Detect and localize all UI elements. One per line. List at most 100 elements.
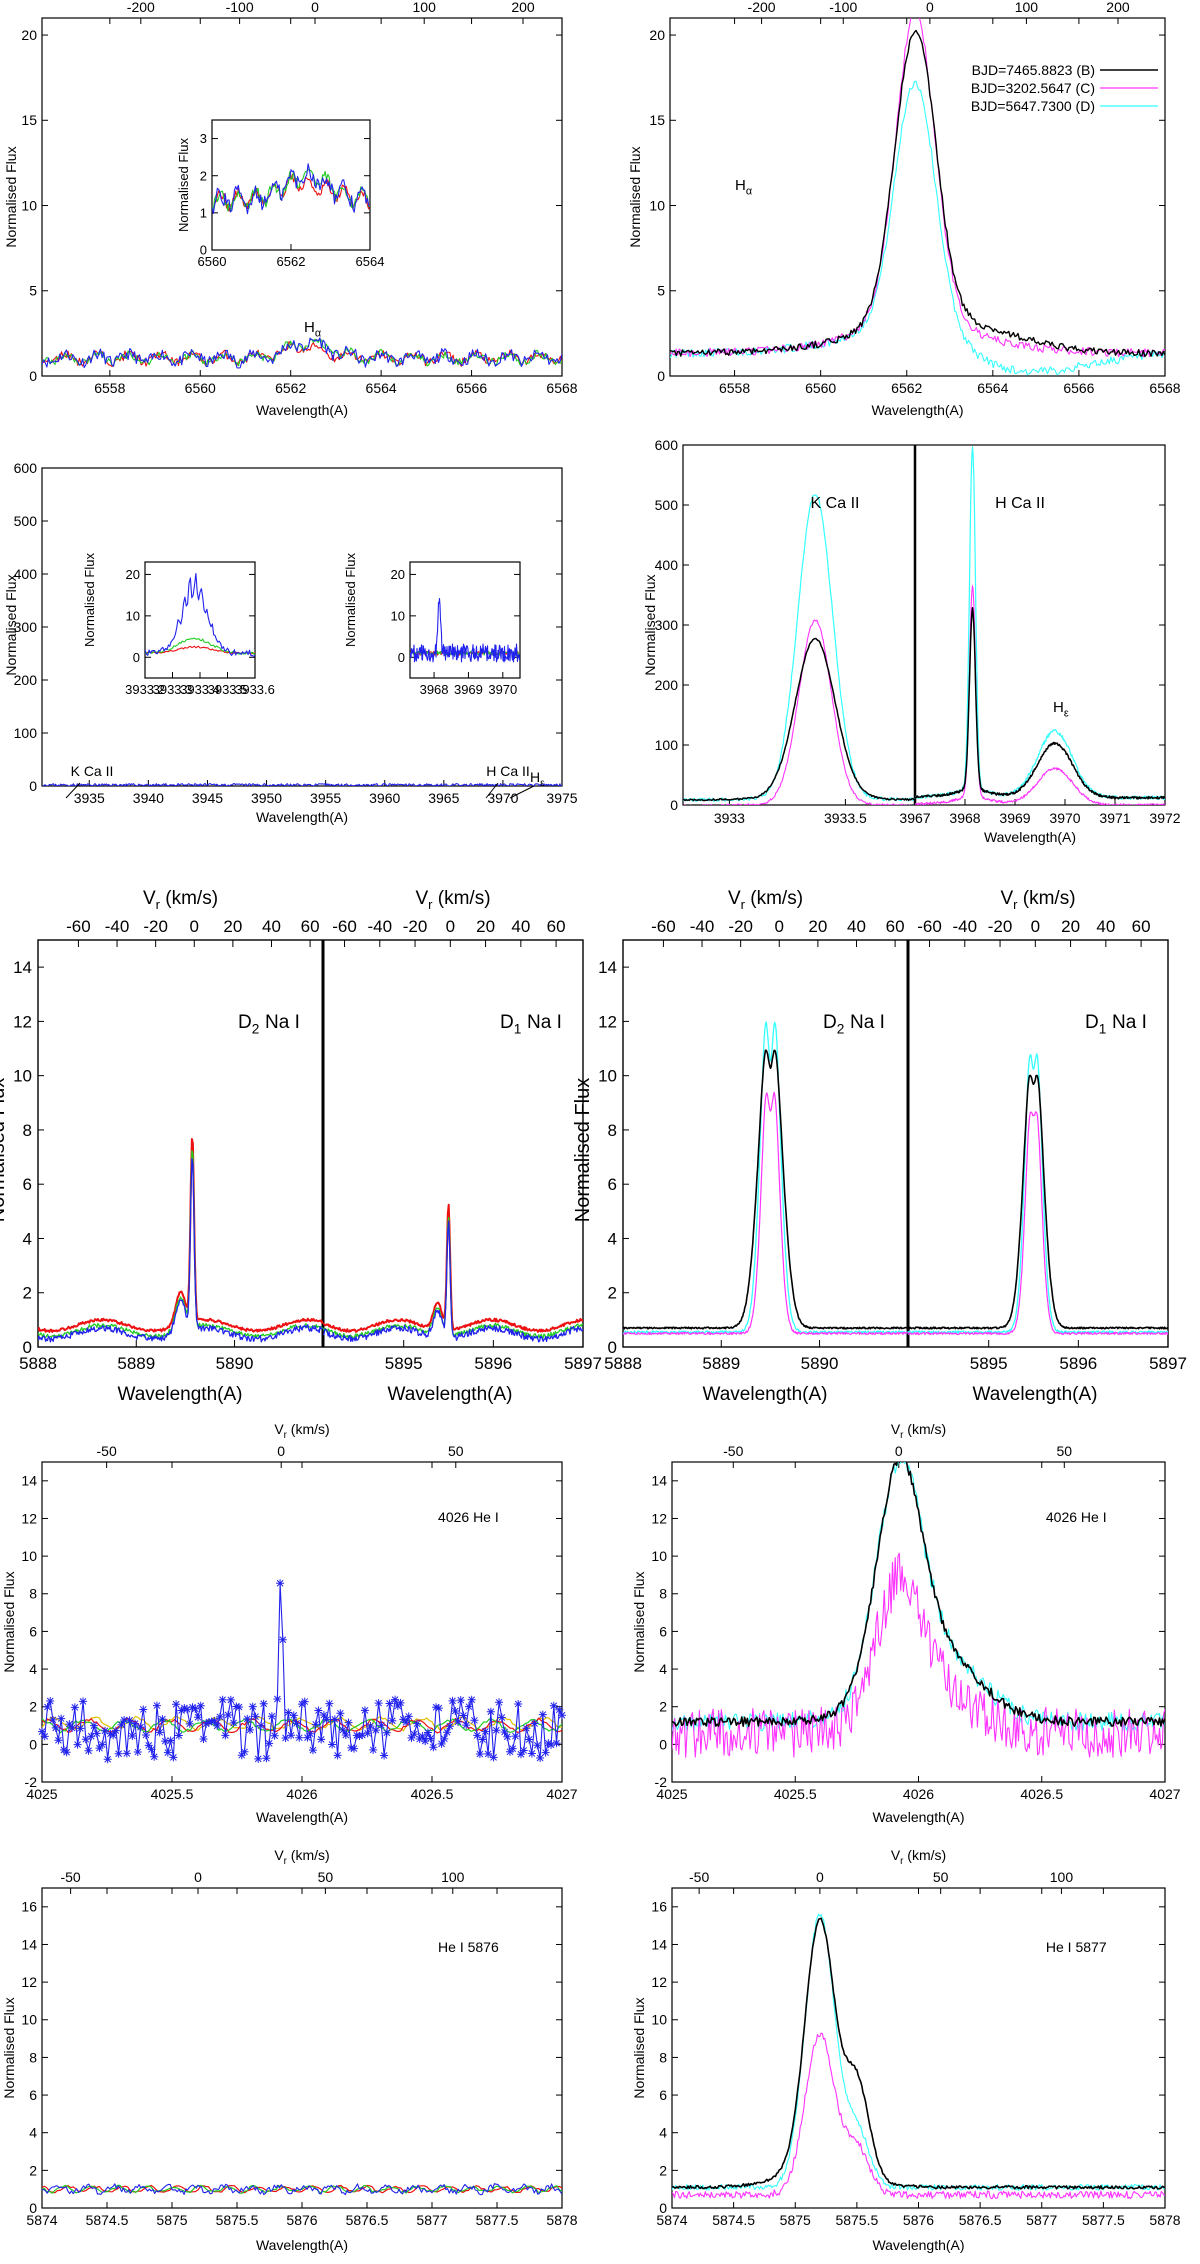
p8-xlabel: Wavelength(A) <box>872 1809 964 1825</box>
p2-top-tick-label: 0 <box>926 0 934 15</box>
p6-ytick-label: 2 <box>608 1284 617 1303</box>
p7-ytick-label: 10 <box>21 1548 37 1564</box>
p5-ylabel: Normalised Flux <box>0 1078 9 1222</box>
p9-red <box>42 2184 562 2194</box>
p8-top-tick-label: -50 <box>723 1443 743 1459</box>
p9-top-tick-label: 50 <box>318 1869 334 1885</box>
p7-top-tick-label: -50 <box>97 1443 117 1459</box>
p5-top-tick-label: 0 <box>446 917 455 936</box>
p3-inset2-blue <box>410 597 520 663</box>
p9-title: He I 5876 <box>438 1939 499 1955</box>
p7-xtick-label: 4026.5 <box>411 1786 454 1802</box>
p2-series-B <box>670 29 1165 358</box>
p2-xtick-label: 6558 <box>719 380 750 396</box>
p5-xtick-label: 5896 <box>474 1354 512 1373</box>
p5-top-tick-label: 20 <box>223 917 242 936</box>
p7-xlabel: Wavelength(A) <box>256 1809 348 1825</box>
p7-blue-marker <box>300 1697 309 1706</box>
p7-blue-marker <box>213 1721 222 1730</box>
p7-blue-marker <box>278 1635 287 1644</box>
p6-left-label-rest: Na I <box>850 1012 885 1033</box>
p2-top-tick-label: -100 <box>829 0 857 15</box>
p9-ylabel: Normalised Flux <box>1 1997 17 2098</box>
p7-blue-marker <box>541 1748 550 1757</box>
p8-xtick-label: 4026 <box>903 1786 934 1802</box>
p5-xlabel-left: Wavelength(A) <box>118 1384 243 1405</box>
p3-xlabel: Wavelength(A) <box>256 809 348 825</box>
p7-blue-marker <box>62 1748 71 1757</box>
p7-blue-marker <box>363 1729 372 1738</box>
p7-blue-marker <box>51 1723 60 1732</box>
p7-blue-marker <box>306 1729 315 1738</box>
p7-blue-marker <box>147 1745 156 1754</box>
p2-annotation-halpha: Hα <box>735 177 752 198</box>
p6-top-tick-label: -60 <box>917 917 942 936</box>
p4-ytick-label: 300 <box>655 617 679 633</box>
p2-xtick-label: 6560 <box>805 380 836 396</box>
p7-blue-marker <box>254 1754 263 1763</box>
p7-blue-marker <box>352 1731 361 1740</box>
p3-inset1-ytick-label: 10 <box>126 608 140 623</box>
p6-top-tick-label: 40 <box>847 917 866 936</box>
p5-top-tick-label: -60 <box>332 917 357 936</box>
p9-ytick-label: 4 <box>29 2125 37 2141</box>
p7-blue-marker <box>251 1712 260 1721</box>
p9-blue <box>42 2183 562 2196</box>
p7-blue-marker <box>404 1712 413 1721</box>
p7-blue-marker <box>54 1736 63 1745</box>
p6-top-axis-label: Vr (km/s) <box>728 888 803 912</box>
p10-B <box>672 1917 1165 2190</box>
p4-right-xtick-label: 3972 <box>1149 810 1180 826</box>
p10-ytick-label: 16 <box>651 1899 667 1915</box>
p7-blue-marker <box>322 1715 331 1724</box>
p3-xtick-label: 3935 <box>74 790 105 806</box>
p7-blue-marker <box>454 1717 462 1726</box>
p7-blue-marker <box>90 1721 98 1730</box>
p2-top-tick-label: 200 <box>1106 0 1130 15</box>
p7-blue-marker <box>374 1699 383 1708</box>
p3-arrow-heps <box>509 785 535 799</box>
p7-blue-marker <box>360 1706 369 1715</box>
p7-blue-marker <box>202 1719 211 1728</box>
p2-legend-entry: BJD=3202.5647 (C) <box>971 80 1095 96</box>
p7-blue-marker <box>248 1702 257 1711</box>
p3-ytick-label: 500 <box>14 513 38 529</box>
p7-blue-marker <box>547 1740 556 1749</box>
p4-ylabel: Normalised Flux <box>642 574 658 675</box>
p1-inset-green <box>212 168 370 213</box>
p10-frame <box>671 1887 1166 2209</box>
p7-blue-marker <box>558 1711 566 1720</box>
p3-inset2-ytick-label: 20 <box>391 567 405 582</box>
p7-blue-marker <box>114 1749 123 1758</box>
p5-top-tick-label: -20 <box>143 917 168 936</box>
p3-xtick-label: 3940 <box>133 790 164 806</box>
p7-title: 4026 He I <box>438 1509 499 1525</box>
p2-legend-entry: BJD=5647.7300 (D) <box>971 98 1095 114</box>
p7-blue-marker <box>432 1703 441 1712</box>
p6-ytick-label: 10 <box>598 1067 617 1086</box>
p8-ytick-label: 12 <box>651 1510 667 1526</box>
p5-right-red <box>323 1203 583 1333</box>
p9-ytick-label: 12 <box>21 1974 37 1990</box>
p8-top-tick-label: 0 <box>895 1443 903 1459</box>
p5-ytick-label: 0 <box>23 1338 32 1357</box>
p9-green <box>42 2184 562 2194</box>
p6-top-tick-label: 60 <box>886 917 905 936</box>
p7-blue-marker <box>281 1733 290 1742</box>
p4-left-xtick-label: 3933 <box>714 810 745 826</box>
p3-inset2-ytick-label: 10 <box>391 608 405 623</box>
p6-top-tick-label: 0 <box>775 917 784 936</box>
p7-blue-marker <box>221 1731 230 1740</box>
p7-blue-marker <box>229 1718 238 1727</box>
p4-ytick-label: 200 <box>655 677 679 693</box>
p3-series-blue <box>42 783 562 786</box>
p8-top-axis-label: Vr (km/s) <box>891 1421 946 1441</box>
p1-top-tick-label: -100 <box>226 0 254 15</box>
p2-ytick-label: 20 <box>649 27 665 43</box>
p4-xlabel: Wavelength(A) <box>984 829 1076 845</box>
p4-left-B <box>683 637 915 802</box>
p7-blue-marker <box>172 1700 181 1709</box>
p7-blue-marker <box>100 1726 109 1735</box>
p7-blue-marker <box>328 1740 337 1749</box>
p7-blue-marker <box>475 1749 484 1758</box>
